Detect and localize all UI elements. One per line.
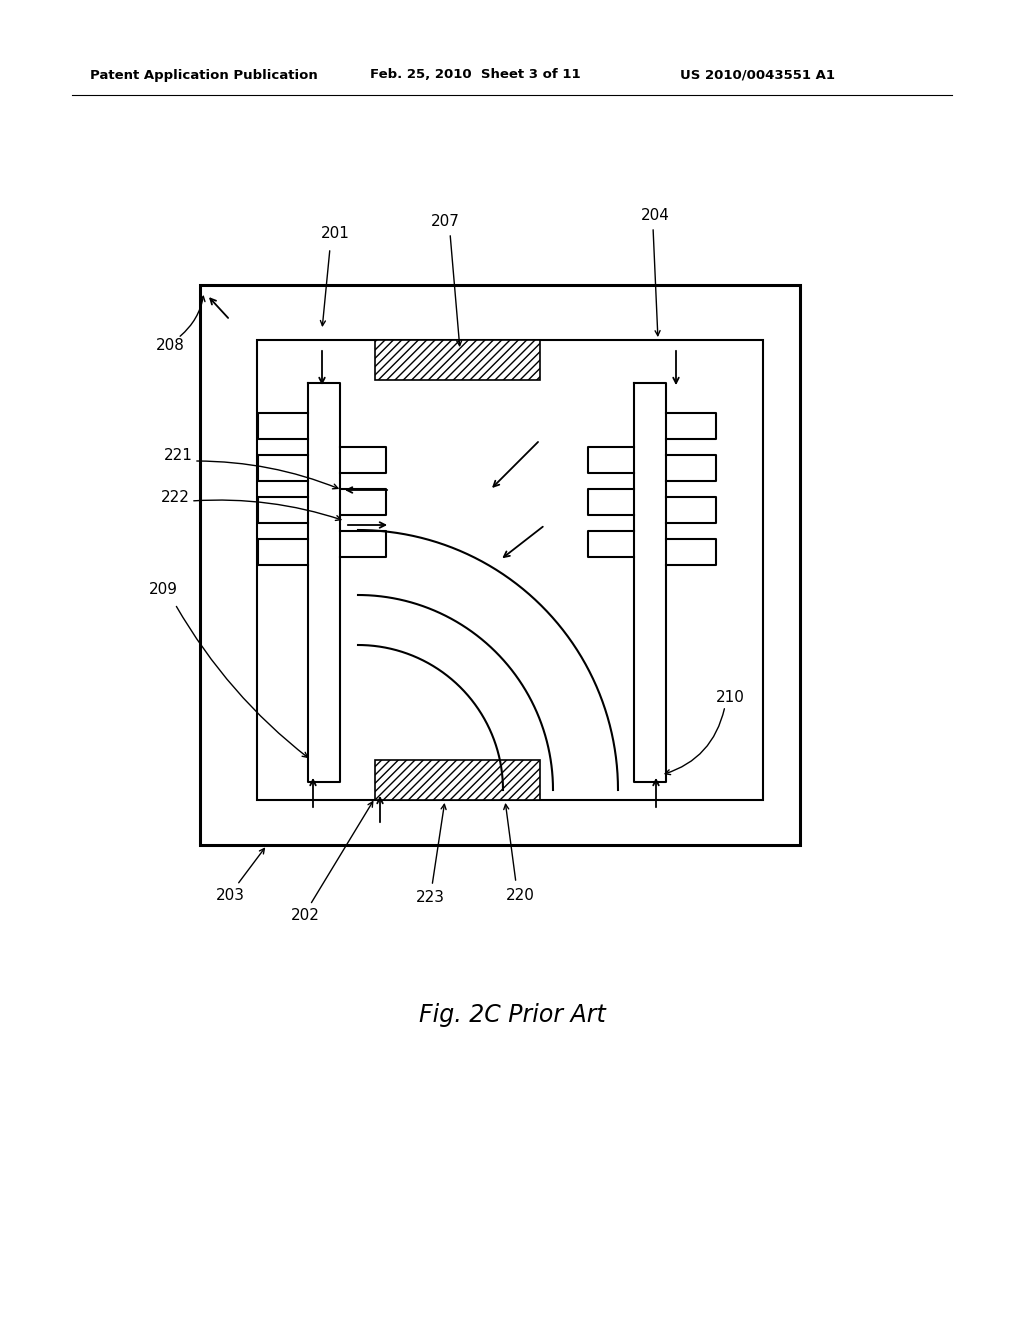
Text: 208: 208 [156,338,184,352]
Text: 203: 203 [215,887,245,903]
Text: 223: 223 [416,891,444,906]
Text: 201: 201 [321,226,349,240]
Text: Patent Application Publication: Patent Application Publication [90,69,317,82]
Bar [375,760,540,800]
Text: 210: 210 [716,690,744,705]
Text: Feb. 25, 2010  Sheet 3 of 11: Feb. 25, 2010 Sheet 3 of 11 [370,69,581,82]
Text: Fig. 2C Prior Art: Fig. 2C Prior Art [419,1003,605,1027]
Text: 222: 222 [161,491,189,506]
Text: 207: 207 [430,214,460,230]
Text: US 2010/0043551 A1: US 2010/0043551 A1 [680,69,835,82]
Bar [257,341,763,800]
Text: 209: 209 [148,582,177,598]
Text: 220: 220 [506,887,535,903]
Text: 221: 221 [164,447,193,462]
Bar [200,285,800,845]
Text: 204: 204 [641,207,670,223]
Bar [375,341,540,380]
Text: 202: 202 [291,908,319,923]
